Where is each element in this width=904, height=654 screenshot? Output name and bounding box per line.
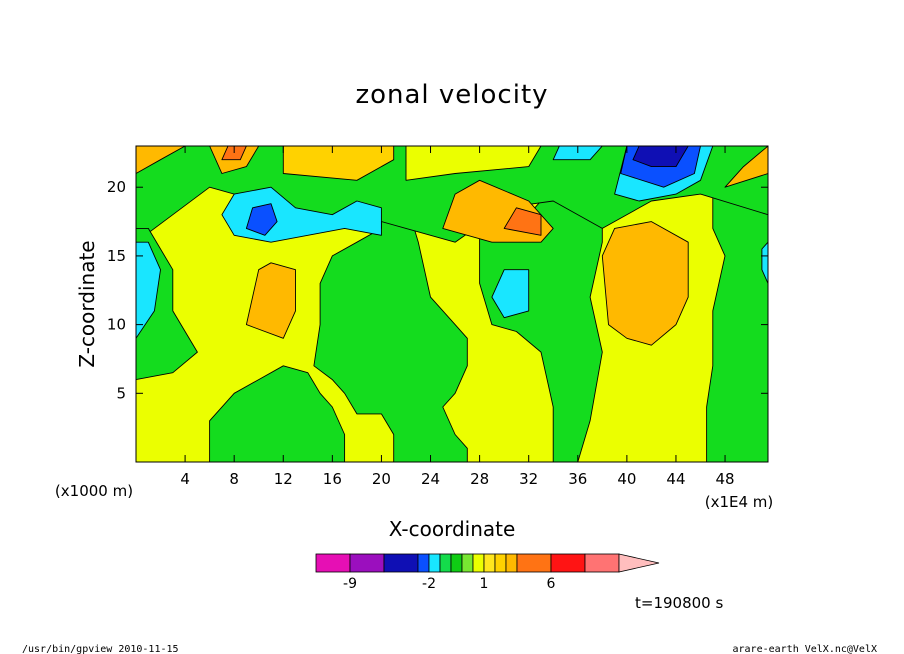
footer-right: arare-earth_VelX.nc@VelX	[733, 644, 878, 654]
field-contours	[136, 146, 768, 462]
y-axis-label: Z-coordinate	[75, 240, 99, 367]
colorbar-cell	[383, 553, 419, 573]
field-upper-dark-blue	[245, 203, 278, 236]
x-tick-label: 28	[470, 470, 489, 488]
colorbar-tick-label: -9	[343, 576, 357, 592]
colorbar-tick-label: -2	[422, 576, 436, 592]
x-unit-right: (x1E4 m)	[705, 493, 774, 511]
colorbar-tick-label: 1	[480, 576, 489, 592]
x-tick-label: 40	[617, 470, 636, 488]
colorbar-cell	[550, 553, 586, 573]
colorbar-cell	[483, 553, 496, 573]
colorbar-cell	[417, 553, 430, 573]
colorbar-cell	[505, 553, 518, 573]
time-label: t=190800 s	[635, 594, 723, 612]
x-tick-label: 20	[372, 470, 391, 488]
colorbar-cell	[315, 553, 351, 573]
y-tick-label: 5	[116, 384, 126, 402]
colorbar-cell	[439, 553, 452, 573]
plot-frame	[135, 145, 769, 463]
x-tick-label: 44	[666, 470, 685, 488]
y-tick-label: 20	[107, 178, 126, 196]
y-ticks: 5 10 15 20	[107, 178, 768, 402]
field-mid-cyan-block	[491, 269, 530, 319]
x-tick-label: 24	[421, 470, 440, 488]
colorbar-cell	[428, 553, 441, 573]
field-dark-orange-spot	[503, 207, 542, 236]
x-axis-label: X-coordinate	[389, 517, 516, 541]
colorbar: -9 -2 1 6	[315, 553, 660, 592]
colorbar-extend-arrow	[618, 553, 660, 573]
y-tick-label: 10	[107, 316, 126, 334]
colorbar-cell	[349, 553, 385, 573]
x-tick-label: 48	[716, 470, 735, 488]
field-lower-left-green-column	[209, 365, 346, 462]
colorbar-cell	[472, 553, 485, 573]
field-left-orange-blob	[245, 262, 296, 339]
colorbar-cell	[584, 553, 620, 573]
colorbar-cell	[450, 553, 463, 573]
x-unit-left: (x1000 m)	[55, 482, 133, 500]
colorbar-cell	[461, 553, 474, 573]
x-tick-label: 16	[323, 470, 342, 488]
x-tick-label: 4	[180, 470, 190, 488]
field-top-left-orange	[136, 146, 186, 174]
colorbar-tick-label: 6	[547, 576, 556, 592]
field-left-cyan-strip	[136, 241, 161, 339]
x-tick-label: 32	[519, 470, 538, 488]
field-far-right-green	[706, 159, 768, 462]
field-center-green-column	[313, 200, 468, 462]
chart-title: zonal velocity	[355, 80, 548, 110]
x-ticks: 4 8 12 16 20 24 28 32 36 40 44 48	[180, 146, 735, 488]
field-top-navy-right	[632, 146, 689, 168]
colorbar-cell	[494, 553, 507, 573]
field-upper-yellow-band	[405, 146, 542, 181]
x-tick-label: 8	[229, 470, 239, 488]
field-right-orange-column	[601, 221, 689, 346]
x-tick-label: 36	[568, 470, 587, 488]
field-top-right-orange	[724, 146, 768, 188]
colorbar-cell	[516, 553, 552, 573]
x-tick-label: 12	[274, 470, 293, 488]
y-tick-label: 15	[107, 247, 126, 265]
footer-left: /usr/bin/gpview 2010-11-15	[22, 644, 179, 654]
